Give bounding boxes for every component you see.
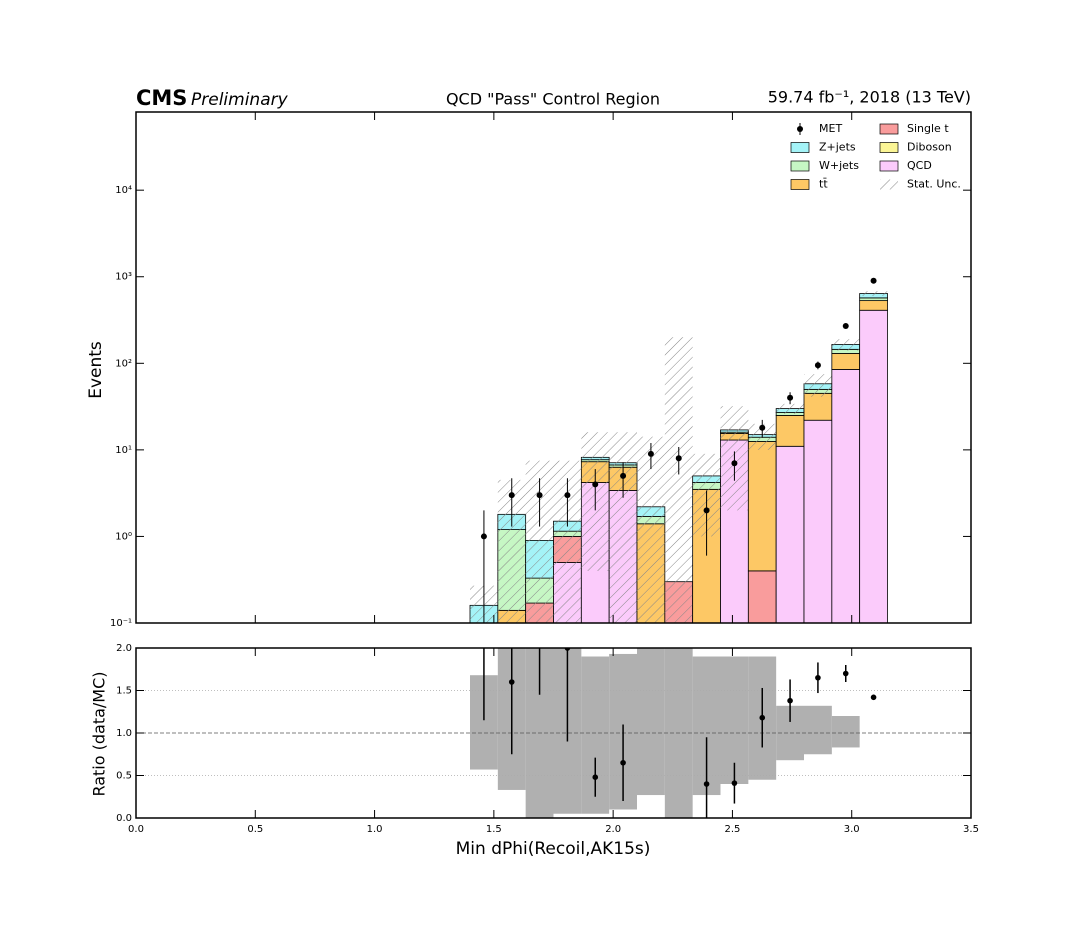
experiment: CMS — [136, 86, 187, 110]
ratio-unc-band — [525, 648, 554, 818]
ratio-point — [481, 284, 487, 290]
legend-label: tt̄ — [819, 177, 828, 190]
ratio-y-tick-label: 2.0 — [116, 643, 132, 654]
legend-swatch — [790, 179, 810, 190]
data-point — [731, 460, 738, 467]
y-tick-label: 10⁻¹ — [110, 618, 132, 629]
legend-label: QCD — [907, 159, 932, 172]
stack-segment — [859, 300, 888, 311]
stat-unc-band — [609, 432, 637, 623]
legend-swatch — [879, 123, 899, 135]
ratio-point — [815, 674, 821, 681]
y-axis-label: Events — [86, 341, 106, 399]
legend-label: Z+jets — [819, 141, 856, 154]
legend-swatch — [790, 160, 810, 172]
ratio-point — [703, 781, 710, 787]
data-point — [647, 450, 654, 457]
ratio-unc-band — [637, 648, 665, 796]
ratio-y-tick-label: 0.0 — [116, 813, 132, 824]
lumi-text: 59.74 fb⁻¹, 2018 (13 TeV) — [768, 88, 971, 107]
data-point — [620, 472, 627, 479]
data-point — [814, 362, 821, 369]
stack-segment — [831, 369, 861, 623]
data-point — [480, 533, 487, 540]
status: Preliminary — [191, 90, 289, 110]
ratio-y-axis-label: Ratio (data/MC) — [90, 671, 109, 796]
y-tick-label: 10¹ — [115, 445, 132, 456]
x-tick-label: 3.5 — [963, 824, 979, 835]
y-tick-label: 10³ — [115, 272, 132, 283]
data-point — [842, 322, 849, 329]
data-point — [787, 394, 794, 401]
stack-segment — [775, 445, 805, 623]
x-tick-label: 0.0 — [128, 824, 144, 835]
legend-label: W+jets — [819, 159, 859, 172]
main-plot — [469, 277, 888, 623]
main-frame — [135, 111, 972, 624]
legend-swatch — [790, 142, 810, 153]
ratio-point — [870, 694, 877, 701]
stack-segment — [803, 392, 833, 421]
stat-unc-band — [776, 403, 804, 414]
x-tick-label: 3.0 — [844, 824, 860, 835]
data-point — [536, 492, 543, 499]
ratio-point — [787, 697, 793, 704]
x-tick-label: 2.5 — [724, 824, 740, 835]
data-point — [592, 481, 599, 488]
x-tick-label: 1.5 — [486, 824, 502, 835]
stat-unc-band — [831, 339, 860, 351]
ratio-point — [759, 714, 766, 721]
ratio-unc-band — [664, 648, 693, 818]
data-point — [675, 455, 682, 462]
ratio-plot — [136, 284, 971, 818]
stack-segment — [775, 415, 805, 447]
y-tick-label: 10⁰ — [115, 531, 132, 542]
legend-swatch — [880, 179, 898, 190]
legend-swatch — [879, 142, 899, 153]
ratio-point — [842, 670, 849, 677]
legend-label: Diboson — [907, 141, 952, 154]
ratio-point — [620, 759, 626, 766]
stack-segment — [859, 309, 888, 623]
stack-segment — [859, 297, 888, 302]
legend-label: Single t — [907, 122, 949, 135]
data-point — [870, 277, 877, 284]
data-point — [759, 424, 766, 431]
ratio-point — [592, 774, 599, 780]
ratio-unc-band — [831, 716, 860, 748]
legend-swatch — [879, 160, 899, 172]
legend-marker — [797, 126, 803, 132]
ratio-point — [731, 780, 738, 786]
legend-label: MET — [819, 122, 842, 135]
data-point — [508, 492, 515, 499]
legend-label: Stat. Unc. — [907, 178, 961, 191]
stack-segment — [803, 419, 833, 623]
y-tick-label: 10² — [115, 358, 132, 369]
x-tick-label: 1.0 — [367, 824, 383, 835]
axes: 0.0 0.5 1.0 1.5 2.0 2.5 3.0 3.5 10⁻¹ 10⁰ 10¹ 10² 10³… — [110, 111, 979, 835]
x-axis-label: Min dPhi(Recoil,AK15s) — [456, 839, 651, 859]
ratio-y-tick-label: 1.5 — [116, 686, 132, 697]
ratio-y-tick-label: 1.0 — [116, 728, 132, 739]
stack-segment — [747, 441, 777, 572]
stat-unc-band — [804, 374, 832, 397]
y-tick-label: 10⁴ — [115, 185, 132, 196]
stack-segment — [831, 353, 861, 370]
data-point — [703, 507, 710, 514]
chart-title: QCD "Pass" Control Region — [446, 90, 660, 109]
x-tick-label: 0.5 — [247, 824, 263, 835]
ratio-unc-band — [804, 705, 832, 755]
x-tick-label: 2.0 — [605, 824, 621, 835]
data-point — [564, 492, 571, 499]
stat-unc-band — [859, 291, 888, 296]
stack-segment — [747, 570, 777, 623]
stat-unc-band — [664, 337, 693, 623]
ratio-y-tick-label: 0.5 — [116, 771, 132, 782]
ratio-point — [508, 679, 515, 685]
